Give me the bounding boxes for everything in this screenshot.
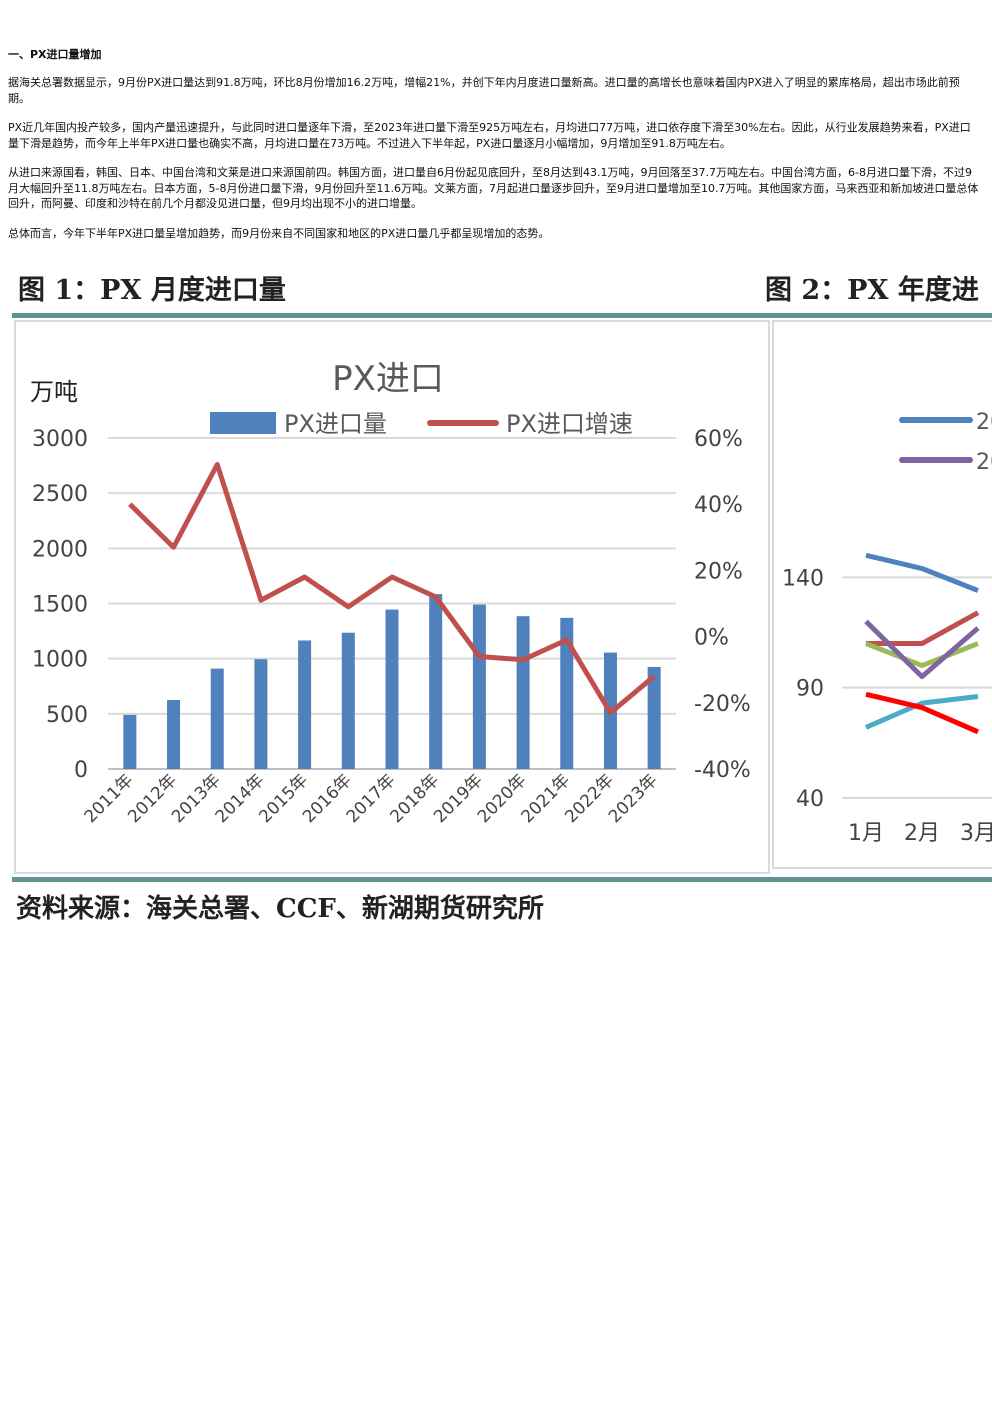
figure-2-panel: 20 20 40 90 140 1月 2月 3月 [772, 320, 992, 869]
y-tick-label: 500 [46, 703, 88, 728]
px-import-chart: PX进口 万吨 PX进口量 PX进口增速 0 500 1000 1500 2000 2500 300… [30, 359, 751, 827]
series-line [865, 694, 979, 730]
legend-swatch-bar [210, 412, 276, 434]
paragraph-1: 据海关总署数据显示，9月份PX进口量达到91.8万吨，环比8月份增加16.2万吨… [8, 76, 960, 105]
bar-px-import [385, 609, 399, 769]
bar-px-import [429, 594, 443, 769]
legend-label: 20 [976, 450, 992, 475]
line-px-growth [128, 461, 656, 716]
y-axis-unit: 万吨 [30, 378, 78, 406]
chart-title: PX进口 [332, 359, 444, 399]
legend-label-bar: PX进口量 [284, 410, 387, 438]
y-tick-label: 1000 [32, 648, 88, 673]
y-tick-label: 0 [74, 758, 88, 783]
series-line [864, 619, 980, 680]
y2-tick-label: 0% [694, 626, 729, 651]
section-heading: 一、PX进口量增加 [8, 48, 102, 61]
paragraph-2: PX近几年国内投产较多，国内产量迅速提升，与此同时进口量逐年下滑，至2023年进… [8, 121, 971, 150]
figure-2-caption: 图 2：PX 年度进 [765, 275, 979, 306]
bar-px-import [123, 714, 137, 769]
figure-1-caption: 图 1：PX 月度进口量 [18, 275, 286, 306]
paragraph-3: 从进口来源国看，韩国、日本、中国台湾和文莱是进口来源国前四。韩国方面，进口量自6… [8, 166, 979, 210]
y-tick-label: 90 [796, 677, 824, 702]
bar-px-import [647, 666, 661, 769]
y2-tick-label: 20% [694, 559, 743, 584]
bar-px-import [167, 700, 181, 769]
figure-top-rule [12, 313, 992, 318]
y2-tick-label: 60% [694, 427, 743, 452]
bar-px-import [516, 616, 530, 769]
bar-px-import [472, 604, 486, 769]
figure-1-panel: PX进口 万吨 PX进口量 PX进口增速 0 500 1000 1500 2000 2500 300… [14, 320, 770, 874]
x-tick-label: 2023年 [605, 770, 662, 827]
series-line [865, 552, 979, 593]
bar-px-import [210, 668, 224, 769]
y2-tick-label: 40% [694, 493, 743, 518]
y-tick-label: 40 [796, 787, 824, 812]
paragraph-4: 总体而言，今年下半年PX进口量呈增加趋势，而9月份来自不同国家和地区的PX进口量… [8, 227, 550, 240]
series-line [865, 691, 979, 735]
bar-px-import [560, 617, 574, 769]
x-tick-label: 2月 [904, 821, 940, 846]
y2-tick-label: -40% [694, 758, 751, 783]
x-tick-label: 3月 [960, 821, 992, 846]
y-tick-label: 2000 [32, 537, 88, 562]
y-tick-label: 3000 [32, 427, 88, 452]
px-annual-chart: 20 20 40 90 140 1月 2月 3月 [782, 410, 992, 846]
y-tick-label: 140 [782, 566, 824, 591]
bar-px-import [254, 659, 268, 769]
series-line [865, 641, 979, 669]
y2-tick-label: -20% [694, 692, 751, 717]
figure-source-note: 资料来源：海关总署、CCF、新湖期货研究所 [16, 894, 544, 924]
x-tick-label: 1月 [848, 821, 884, 846]
legend-label: 20 [976, 410, 992, 435]
legend-label-line: PX进口增速 [506, 410, 633, 438]
bar-px-import [298, 640, 312, 769]
figure-bottom-rule [12, 877, 992, 882]
y-tick-label: 1500 [32, 593, 88, 618]
y-tick-label: 2500 [32, 482, 88, 507]
series-line [866, 610, 980, 647]
bar-px-import [341, 632, 355, 769]
